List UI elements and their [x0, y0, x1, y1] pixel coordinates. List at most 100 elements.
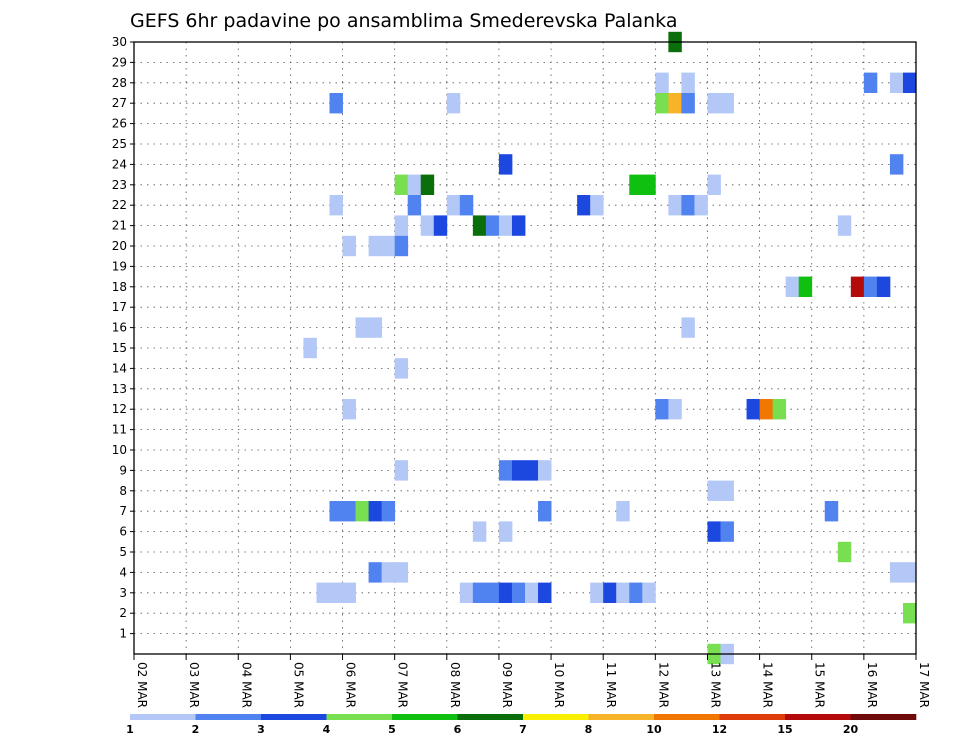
- heatmap-cell: [498, 460, 513, 481]
- colorbar-label: 12: [712, 723, 727, 736]
- chart-title: GEFS 6hr padavine po ansamblima Smederev…: [130, 10, 677, 32]
- heatmap-cell: [525, 460, 539, 481]
- y-tick-label: 14: [112, 361, 127, 375]
- heatmap-cell: [785, 276, 800, 297]
- heatmap-cell: [889, 154, 904, 175]
- heatmap-cell: [329, 501, 343, 522]
- heatmap-cell: [394, 358, 409, 379]
- heatmap-cell: [498, 521, 513, 542]
- heatmap-cell: [407, 195, 422, 216]
- heatmap-cell: [459, 582, 474, 603]
- heatmap-cell: [381, 562, 396, 583]
- y-tick-label: 15: [112, 341, 127, 355]
- heatmap-cell: [394, 460, 409, 481]
- y-tick-label: 5: [119, 545, 127, 559]
- colorbar-swatch: [850, 714, 917, 720]
- y-tick-label: 8: [119, 484, 127, 498]
- y-tick-label: 30: [112, 35, 127, 49]
- heatmap-cell: [655, 93, 669, 114]
- heatmap-cell: [342, 501, 356, 522]
- colorbar-swatch: [785, 714, 851, 720]
- heatmap-cell: [707, 521, 721, 542]
- heatmap-cell: [681, 317, 695, 338]
- heatmap-cell: [590, 195, 604, 216]
- y-tick-label: 18: [112, 280, 127, 294]
- heatmap-cell: [472, 582, 487, 603]
- heatmap-cell: [329, 93, 343, 114]
- x-tick-label: 04 MAR: [239, 662, 253, 708]
- y-tick-label: 20: [112, 239, 127, 253]
- x-tick-label: 15 MAR: [813, 662, 827, 708]
- y-tick-label: 1: [119, 627, 127, 641]
- heatmap-cell: [616, 501, 630, 522]
- heatmap-cell: [577, 195, 591, 216]
- colorbar-swatch: [523, 714, 589, 720]
- colorbar-label: 20: [843, 723, 859, 736]
- heatmap-cell: [902, 72, 917, 93]
- y-tick-label: 26: [112, 117, 127, 131]
- colorbar-label: 6: [454, 723, 462, 736]
- heatmap-cell: [368, 562, 383, 583]
- heatmap-cell: [420, 215, 435, 236]
- heatmap-cell: [381, 235, 396, 257]
- heatmap-cell: [655, 399, 669, 420]
- heatmap-cell: [381, 501, 396, 522]
- heatmap-cell: [772, 399, 787, 420]
- colorbar-label: 15: [777, 723, 792, 736]
- y-tick-label: 28: [112, 76, 127, 90]
- heatmap-cell: [876, 276, 891, 297]
- x-tick-label: 02 MAR: [135, 662, 149, 708]
- heatmap-cell: [511, 215, 526, 236]
- heatmap-cell: [746, 399, 760, 420]
- heatmap-cell: [342, 582, 356, 603]
- heatmap-cell: [498, 582, 513, 603]
- y-tick-label: 24: [112, 157, 127, 171]
- heatmap-cell: [616, 582, 630, 603]
- heatmap-cell: [446, 93, 461, 114]
- heatmap-cell: [902, 603, 917, 624]
- heatmap-cell: [837, 541, 852, 563]
- heatmap-cell: [368, 235, 383, 257]
- heatmap-cell: [511, 582, 526, 603]
- y-tick-label: 7: [119, 504, 127, 518]
- heatmap-cell: [668, 93, 682, 114]
- x-tick-label: 16 MAR: [865, 662, 879, 708]
- y-tick-label: 21: [112, 219, 127, 233]
- heatmap-cell: [694, 195, 708, 216]
- heatmap-cell: [355, 501, 369, 522]
- heatmap-cell: [368, 501, 383, 522]
- heatmap-cell: [394, 235, 409, 257]
- colorbar-swatch: [457, 714, 524, 720]
- heatmap-cell: [342, 399, 356, 420]
- heatmap-cell: [681, 72, 695, 93]
- x-tick-label: 10 MAR: [552, 662, 566, 708]
- y-tick-label: 13: [112, 382, 127, 396]
- x-tick-label: 05 MAR: [291, 662, 305, 708]
- heatmap-cell: [603, 582, 617, 603]
- heatmap-cell: [459, 195, 474, 216]
- heatmap-cell: [681, 93, 695, 114]
- colorbar-label: 1: [126, 723, 134, 736]
- colorbar-swatch: [588, 714, 655, 720]
- heatmap-cell: [720, 480, 734, 501]
- y-tick-label: 22: [112, 198, 127, 212]
- colorbar-swatch: [719, 714, 786, 720]
- heatmap-cell: [642, 582, 656, 603]
- heatmap-cell: [420, 174, 435, 195]
- heatmap-cell: [472, 215, 487, 236]
- heatmap-cell: [720, 521, 734, 542]
- heatmap-cell: [889, 72, 904, 93]
- heatmap-cell: [394, 215, 409, 236]
- heatmap-cell: [837, 215, 852, 236]
- colorbar-swatch: [654, 714, 720, 720]
- x-tick-label: 11 MAR: [604, 662, 618, 708]
- x-tick-label: 09 MAR: [500, 662, 514, 708]
- heatmap-cell: [394, 562, 409, 583]
- heatmap-cell: [472, 521, 487, 542]
- heatmap-cell: [342, 235, 356, 257]
- x-tick-label: 14 MAR: [761, 662, 775, 708]
- y-tick-label: 19: [112, 259, 127, 273]
- y-tick-label: 23: [112, 178, 127, 192]
- heatmap-cell: [329, 195, 343, 216]
